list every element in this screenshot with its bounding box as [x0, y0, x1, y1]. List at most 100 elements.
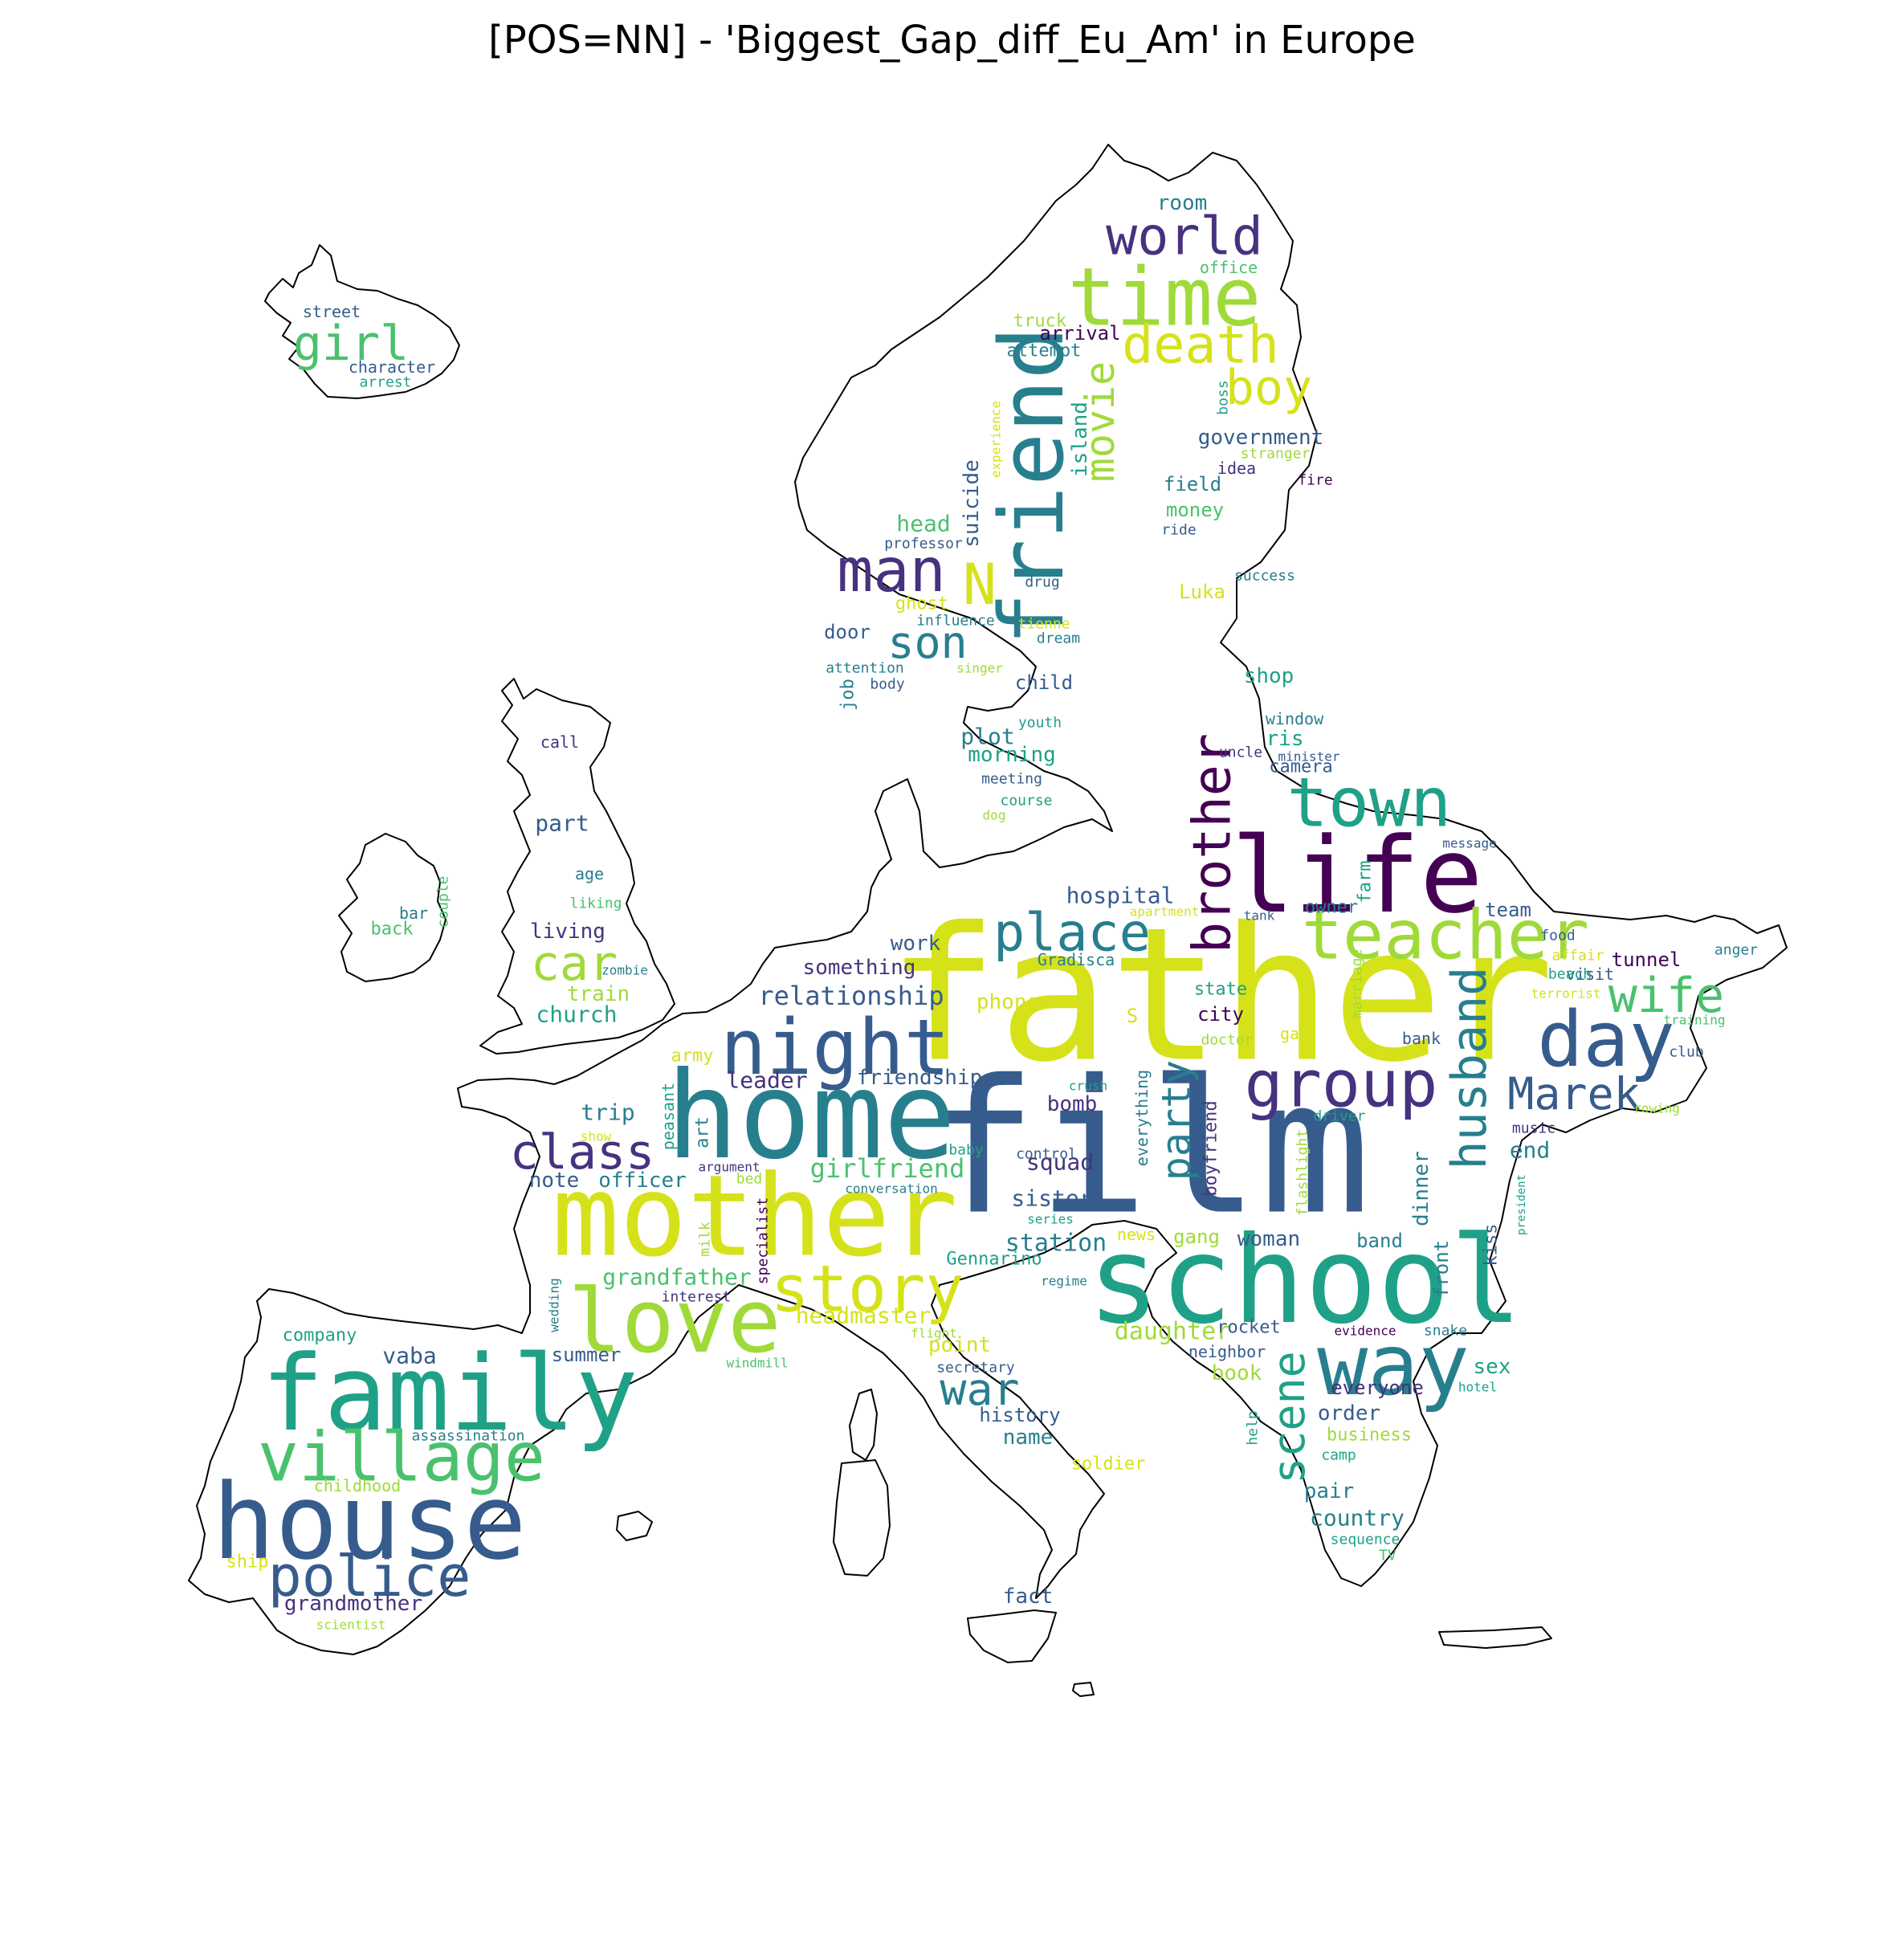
word-hospital: hospital	[1066, 883, 1175, 909]
word-singer: singer	[956, 661, 1003, 676]
ireland-outline	[338, 833, 446, 982]
word-point: point	[928, 1333, 991, 1357]
word-help: help	[1245, 1410, 1262, 1445]
word-liking: liking	[569, 895, 622, 912]
word-dog: dog	[983, 808, 1006, 823]
word-friend: friend	[981, 326, 1083, 645]
word-ghost: ghost	[895, 594, 948, 614]
word-summer: summer	[552, 1344, 622, 1366]
word-history: history	[979, 1404, 1060, 1426]
word-zombie: zombie	[601, 963, 648, 978]
word-boy: boy	[1225, 360, 1312, 416]
word-party: party	[1153, 1060, 1200, 1181]
word-vaba: vaba	[382, 1343, 436, 1369]
word-living: living	[530, 920, 605, 944]
word-conversation: conversation	[845, 1181, 938, 1197]
word-something: something	[803, 956, 916, 980]
word-visit: visit	[1566, 965, 1614, 984]
word-officer: officer	[598, 1169, 687, 1193]
word-police: police	[268, 1544, 471, 1609]
word-uncle: uncle	[1219, 744, 1262, 761]
word-president: president	[1515, 1174, 1528, 1235]
word-boss: boss	[1215, 380, 1232, 414]
word-food: food	[1540, 928, 1575, 944]
word-place: place	[993, 904, 1151, 964]
crete-outline	[1438, 1626, 1552, 1649]
word-suicide: suicide	[960, 459, 984, 548]
word-marriage: marriage	[1349, 949, 1366, 1019]
word-back: back	[371, 920, 414, 940]
word-course: course	[1000, 793, 1052, 810]
word-flight: flight	[911, 1326, 957, 1341]
word-everything: everything	[1132, 1070, 1152, 1166]
word-school: school	[1087, 1211, 1523, 1351]
word-war: war	[940, 1364, 1019, 1415]
word-stranger: stranger	[1241, 446, 1311, 463]
word-attention: attention	[826, 660, 904, 677]
word-army: army	[671, 1046, 714, 1067]
word-order: order	[1318, 1401, 1380, 1426]
word-ship: ship	[226, 1552, 269, 1573]
word-gas: gas	[1280, 1024, 1309, 1043]
word-island: island	[1068, 402, 1092, 477]
word-door: door	[824, 621, 870, 643]
word-art: art	[693, 1116, 713, 1148]
word-fire: fire	[1298, 472, 1332, 489]
word-company: company	[283, 1326, 357, 1346]
word-note: note	[529, 1169, 580, 1193]
word-youth: youth	[1018, 715, 1062, 732]
word-money: money	[1166, 499, 1224, 521]
word-city: city	[1197, 1003, 1244, 1026]
word-field: field	[1164, 473, 1221, 496]
word-show: show	[581, 1129, 612, 1144]
word-squad: squad	[1026, 1149, 1094, 1176]
word-child: child	[1015, 671, 1073, 694]
word-family: family	[261, 1332, 638, 1454]
word-pair: pair	[1304, 1479, 1355, 1503]
word-luka: Luka	[1179, 581, 1225, 603]
word-station: station	[1005, 1230, 1107, 1258]
word-relationship: relationship	[758, 981, 944, 1011]
word-band: band	[1356, 1230, 1403, 1252]
word-owner: owner	[1305, 898, 1358, 918]
great-britain-outline	[479, 678, 675, 1055]
word-series: series	[1027, 1212, 1074, 1227]
word-state: state	[1194, 980, 1247, 1000]
word-age: age	[575, 864, 604, 883]
word-church: church	[536, 1001, 617, 1028]
word-phone: phone	[976, 990, 1039, 1014]
word-childhood: childhood	[314, 1476, 401, 1495]
word-night: night	[720, 1004, 950, 1092]
word-fact: fact	[1003, 1585, 1054, 1609]
balearic-outline	[616, 1511, 653, 1541]
word-dream: dream	[1037, 630, 1080, 647]
word-gang: gang	[1173, 1226, 1220, 1248]
word-sister: sister	[1011, 1185, 1092, 1212]
word-window: window	[1266, 709, 1324, 728]
word-beach: beach	[1548, 966, 1592, 983]
word-rowing: rowing	[1633, 1101, 1680, 1116]
word-call: call	[540, 732, 579, 752]
word-village: village	[258, 1418, 545, 1498]
word-movie: movie	[1077, 361, 1123, 483]
word-trip: trip	[581, 1099, 634, 1126]
word-job: job	[838, 679, 858, 711]
word-wedding: wedding	[547, 1278, 562, 1332]
word-boyfriend: boyfriend	[1201, 1100, 1221, 1196]
word-interest: interest	[662, 1289, 732, 1306]
word-grandmother: grandmother	[284, 1592, 422, 1616]
word-arrival: arrival	[1039, 322, 1120, 345]
word-hotel: hotel	[1458, 1380, 1497, 1395]
word-milk: milk	[697, 1222, 714, 1257]
word-success: success	[1234, 568, 1295, 585]
word-control: control	[1016, 1146, 1077, 1163]
word-drug: drug	[1025, 574, 1059, 591]
word-shop: shop	[1244, 664, 1294, 688]
word-bomb: bomb	[1047, 1092, 1098, 1116]
word-team: team	[1485, 899, 1531, 921]
word-tv: TV	[1379, 1548, 1396, 1564]
word-tunnel: tunnel	[1612, 948, 1682, 971]
word-snake: snake	[1424, 1323, 1467, 1340]
word-book: book	[1212, 1361, 1262, 1385]
word-meeting: meeting	[981, 771, 1042, 788]
